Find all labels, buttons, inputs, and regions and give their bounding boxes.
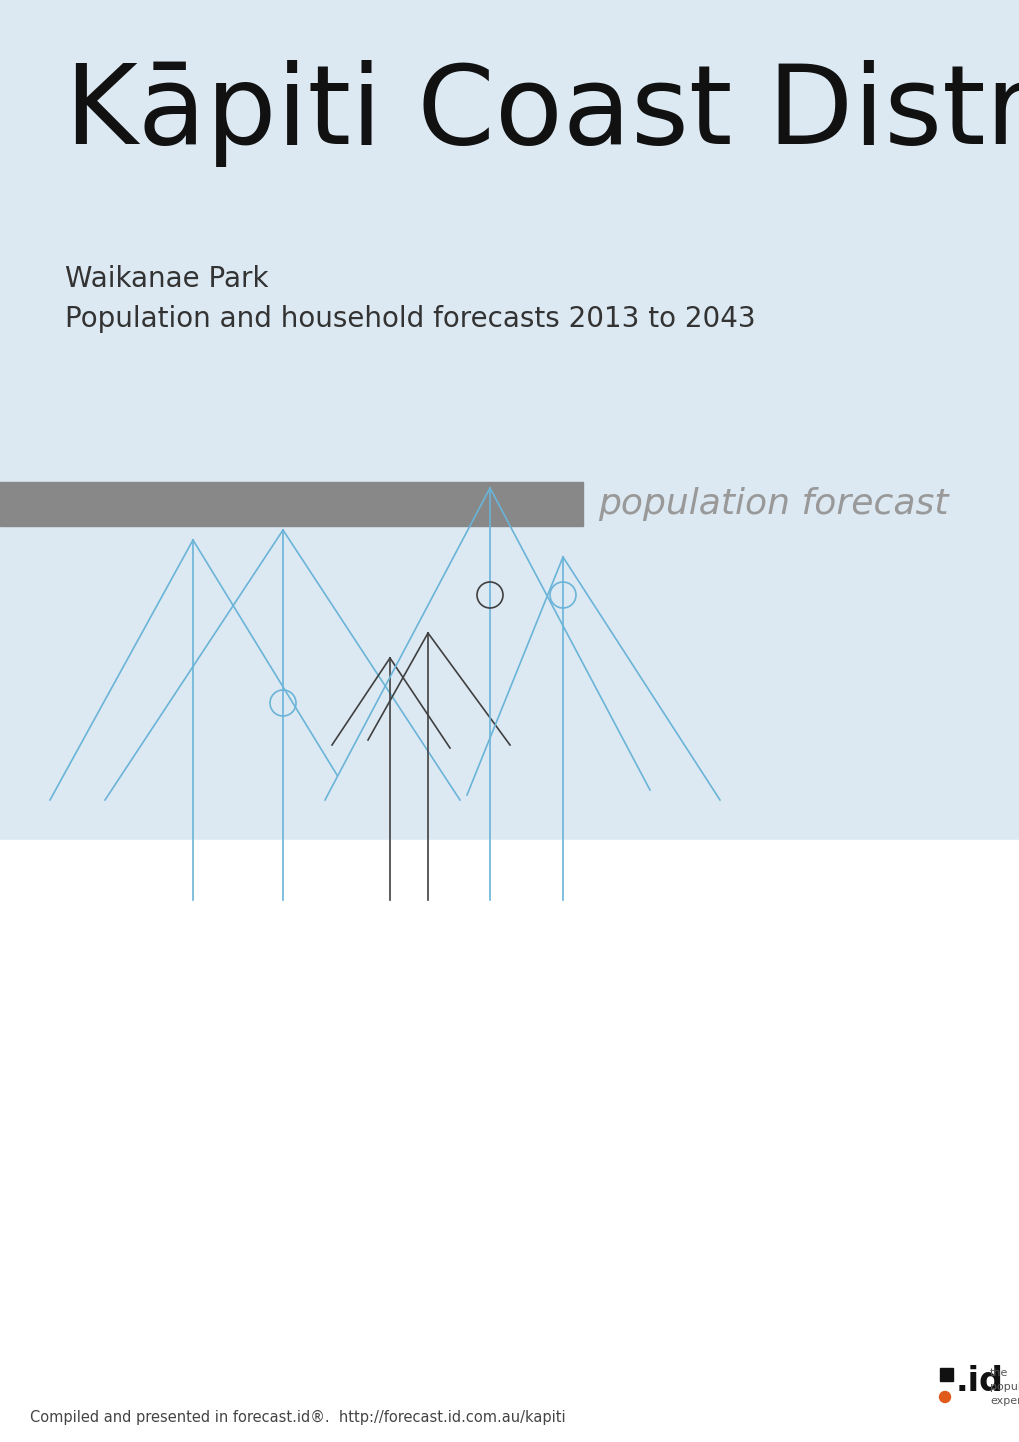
Text: Kāpiti Coast District: Kāpiti Coast District xyxy=(65,61,1019,167)
Bar xyxy=(0,482,583,526)
Text: .id: .id xyxy=(955,1366,1003,1397)
Text: Compiled and presented in forecast.id®.  http://forecast.id.com.au/kapiti: Compiled and presented in forecast.id®. … xyxy=(30,1410,566,1425)
Circle shape xyxy=(938,1392,950,1403)
Bar xyxy=(0,841,1019,1442)
Bar xyxy=(0,0,1019,841)
Bar xyxy=(940,1368,952,1381)
Text: population forecast: population forecast xyxy=(597,487,948,521)
Text: Waikanae Park: Waikanae Park xyxy=(65,265,268,293)
Text: the
population
experts: the population experts xyxy=(989,1368,1019,1406)
Text: Population and household forecasts 2013 to 2043: Population and household forecasts 2013 … xyxy=(65,306,755,333)
